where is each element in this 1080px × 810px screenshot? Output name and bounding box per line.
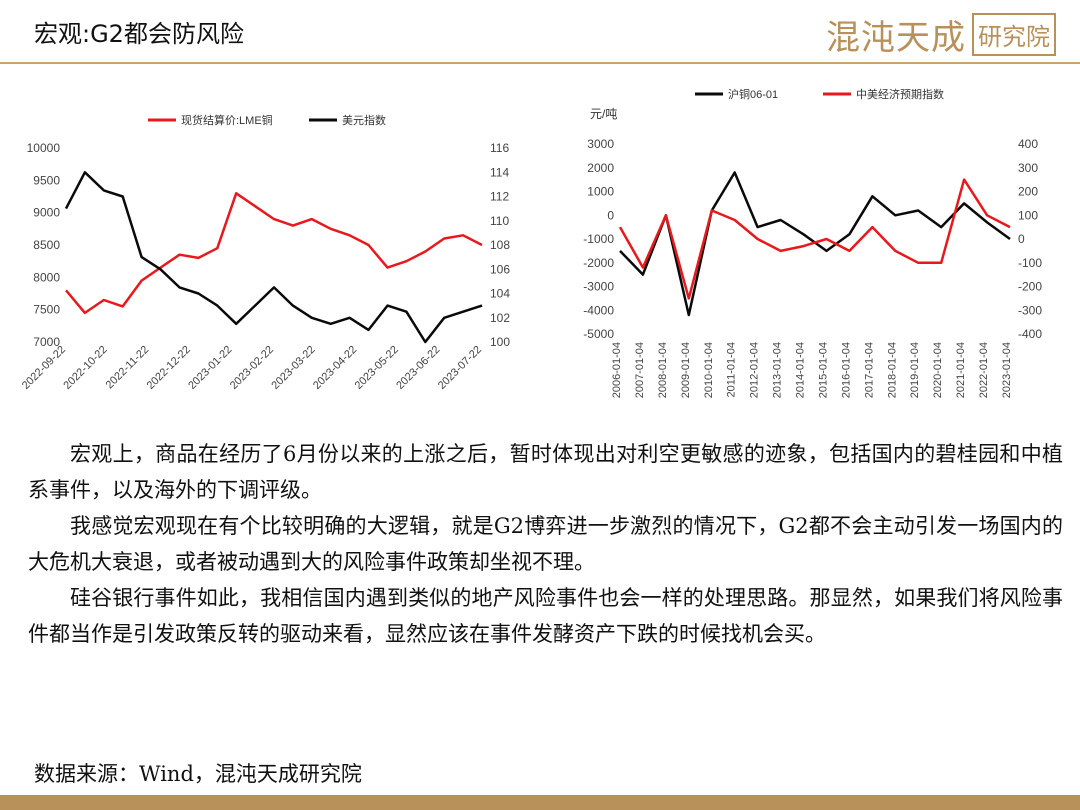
y-tick-label: 7000 (33, 335, 60, 349)
y-tick-label-right: 100 (1018, 208, 1038, 222)
x-tick-label: 2017-01-04 (863, 342, 875, 398)
y-tick-label: 7500 (33, 303, 60, 317)
y-tick-label-right: 100 (490, 335, 510, 349)
x-tick-label: 2023-02-22 (228, 344, 276, 392)
x-tick-label: 2016-01-04 (840, 342, 852, 398)
chart-copper-spread-vs-expectation: 沪铜06-01 中美经济预期指数元/吨-5000-4000-3000-2000-1… (583, 87, 1042, 398)
y-tick-label-right: -400 (1018, 327, 1042, 341)
paragraph: 我感觉宏观现在有个比较明确的大逻辑，就是G2博弈进一步激烈的情况下，G2都不会主… (28, 514, 1063, 574)
y-tick-label-right: 102 (490, 311, 510, 325)
x-tick-label: 2014-01-04 (795, 342, 807, 398)
x-tick-label: 2022-01-04 (978, 342, 990, 398)
x-tick-label: 2007-01-04 (634, 342, 646, 398)
y-tick-label: 8000 (33, 270, 60, 284)
y-tick-label-right: 0 (1018, 232, 1025, 246)
x-tick-label: 2008-01-04 (657, 342, 669, 398)
x-tick-label: 2023-01-04 (1001, 342, 1013, 398)
x-tick-label: 2022-09-22 (20, 344, 68, 392)
y-tick-label: 1000 (587, 185, 614, 199)
y-tick-label-right: 106 (490, 262, 510, 276)
series-line (618, 178, 1011, 300)
y-tick-label: 9500 (33, 173, 60, 187)
y-tick-label: 9000 (33, 206, 60, 220)
y-tick-label: 10000 (27, 141, 61, 155)
x-tick-label: 2023-06-22 (394, 344, 442, 392)
brand-logo: 混沌天成 研究院 (826, 10, 1056, 59)
x-tick-label: 2020-01-04 (932, 342, 944, 398)
y-tick-label-right: 116 (490, 141, 509, 155)
y-tick-label-right: -200 (1018, 280, 1042, 294)
y-tick-label: -3000 (583, 280, 614, 294)
x-tick-label: 2009-01-04 (680, 342, 692, 398)
legend-label: 中美经济预期指数 (856, 87, 944, 101)
x-tick-label: 2021-01-04 (955, 342, 967, 398)
page-title: 宏观:G2都会防风险 (34, 20, 244, 48)
x-tick-label: 2019-01-04 (909, 342, 921, 398)
x-tick-label: 2023-01-22 (186, 344, 234, 392)
x-tick-label: 2012-01-04 (749, 342, 761, 398)
logo-seal: 研究院 (972, 13, 1056, 56)
x-tick-label: 2022-12-22 (145, 344, 193, 392)
x-tick-label: 2013-01-04 (772, 342, 784, 398)
y-tick-label: 8500 (33, 238, 60, 252)
y-tick-label-right: -100 (1018, 256, 1042, 270)
x-tick-label: 2011-01-04 (726, 342, 738, 397)
y-tick-label: -5000 (583, 327, 614, 341)
x-tick-label: 2018-01-04 (886, 342, 898, 398)
y-tick-label-right: 110 (490, 214, 509, 228)
series-line (64, 171, 483, 344)
x-tick-label: 2023-07-22 (436, 344, 484, 392)
paragraph: 宏观上，商品在经历了6月份以来的上涨之后，暂时体现出对利空更敏感的迹象，包括国内… (28, 442, 1063, 502)
y-tick-label: -1000 (583, 232, 614, 246)
y-tick-label-right: 114 (490, 165, 509, 179)
y-axis-label: 元/吨 (590, 107, 617, 121)
data-source: 数据来源：Wind，混沌天成研究院 (34, 762, 362, 786)
x-tick-label: 2010-01-04 (703, 342, 715, 398)
y-tick-label: 2000 (587, 161, 614, 175)
legend-label: 现货结算价:LME铜 (181, 113, 273, 127)
y-tick-label: -4000 (583, 303, 614, 317)
x-tick-label: 2023-03-22 (269, 344, 317, 392)
y-tick-label: -2000 (583, 256, 614, 270)
y-tick-label-right: 108 (490, 238, 510, 252)
paragraph: 硅谷银行事件如此，我相信国内遇到类似的地产风险事件也会一样的处理思路。那显然，如… (28, 586, 1063, 646)
y-tick-label: 3000 (587, 137, 614, 151)
header-divider (0, 62, 1080, 64)
legend-label: 美元指数 (342, 113, 386, 127)
y-tick-label-right: 104 (490, 287, 510, 301)
series-line (65, 192, 483, 315)
y-tick-label-right: -300 (1018, 303, 1042, 317)
x-tick-label: 2006-01-04 (611, 342, 623, 398)
x-tick-label: 2023-05-22 (353, 344, 401, 392)
logo-text: 混沌天成 (826, 18, 966, 58)
y-tick-label: 0 (607, 208, 614, 222)
x-tick-label: 2023-04-22 (311, 344, 359, 392)
y-tick-label-right: 400 (1018, 137, 1038, 151)
legend-label: 沪铜06-01 (728, 87, 778, 101)
x-tick-label: 2022-10-22 (61, 344, 109, 392)
y-tick-label-right: 300 (1018, 161, 1038, 175)
footer-bar (0, 795, 1080, 810)
body-text: 宏观上，商品在经历了6月份以来的上涨之后，暂时体现出对利空更敏感的迹象，包括国内… (28, 436, 1063, 652)
y-tick-label-right: 112 (490, 190, 509, 204)
x-tick-label: 2015-01-04 (817, 342, 829, 398)
y-tick-label-right: 200 (1018, 185, 1038, 199)
chart-lme-copper-vs-dollar: 现货结算价:LME铜 美元指数 7000 7500 8000 8500 9000 9500 10… (20, 113, 511, 392)
